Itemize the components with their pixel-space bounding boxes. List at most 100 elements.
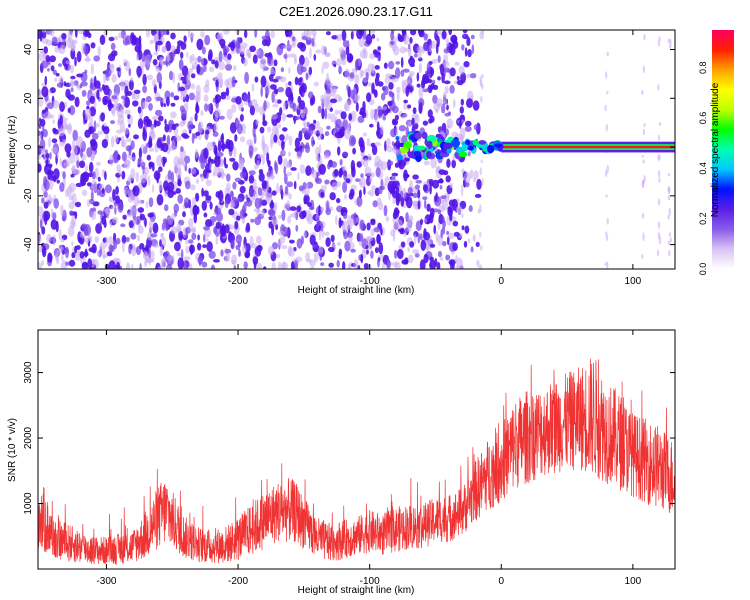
spectrogram-cell [203, 233, 206, 243]
spectrogram-cell [190, 73, 196, 79]
spectrogram-cell [266, 179, 270, 192]
spectrogram-cell [197, 55, 202, 63]
spectrogram-cell [216, 211, 223, 222]
spectrogram-cell [234, 220, 239, 230]
spectrogram-cell [657, 134, 661, 141]
spectrogram-cell [155, 109, 163, 117]
spectrogram-cell [375, 167, 381, 178]
spectrogram-cell [417, 200, 421, 210]
spectrogram-cell [294, 147, 300, 152]
spectrogram-cell [39, 219, 43, 229]
spectrogram-cell [261, 154, 265, 166]
spectrogram-cell [306, 30, 311, 40]
spectrogram-cell [210, 216, 217, 223]
spectrogram-cell [59, 182, 65, 193]
spectrogram-cell [338, 47, 345, 54]
spectrogram-cell [74, 56, 77, 67]
spectrogram-cell [52, 234, 56, 246]
spectrogram-cell [195, 131, 201, 136]
spectrogram-cell [272, 242, 278, 250]
spectrogram-cell [261, 192, 268, 196]
spectrogram-cell [202, 169, 208, 179]
spectrogram-cell [258, 172, 265, 182]
spectrogram-x-axis-label: Height of straight line (km) [298, 285, 415, 296]
spectrogram-cell [176, 44, 181, 55]
spectrogram-cell [65, 261, 70, 266]
spectrogram-cell [232, 161, 239, 171]
spectrogram-cell [480, 79, 483, 88]
spectrogram-cell [366, 235, 374, 242]
spectrogram-cell [358, 137, 364, 148]
snr-y-axis-label: SNR (10 * v/v) [7, 418, 18, 482]
spectrogram-cell [123, 159, 131, 169]
spectrogram-cell [357, 233, 364, 242]
spectrogram-cell [244, 30, 248, 39]
spectrogram-cell [359, 50, 366, 59]
spectrogram-cell [473, 124, 479, 131]
spectrogram-cell [133, 89, 141, 95]
spectrogram-cell [50, 65, 55, 72]
spectrogram-cell [166, 96, 170, 107]
spectrogram-cell [137, 234, 140, 242]
spectrogram-cell [371, 34, 376, 39]
signal-cell [446, 148, 452, 154]
spectrogram-cell [127, 188, 133, 199]
spectrogram-cell [175, 167, 182, 180]
spectrogram-cell [281, 140, 285, 151]
spectrogram-cell [437, 55, 441, 63]
spectrogram-cell [294, 116, 300, 121]
spectrogram-cell [258, 169, 264, 175]
spectrogram-cell [392, 261, 398, 267]
spectrogram-cell [437, 179, 444, 184]
spectrogram-cell [348, 192, 354, 200]
spectrogram-cell [366, 249, 369, 255]
colorbar-tick-label: 0.0 [698, 263, 708, 276]
spectrogram-cell [172, 71, 176, 84]
spectrogram-cell [209, 201, 213, 210]
spectrogram-cell [255, 49, 261, 56]
spectrogram-cell [315, 49, 322, 54]
spectrogram-cell [222, 30, 230, 35]
spectrogram-cell [245, 48, 250, 57]
spectrogram-cell [464, 225, 470, 234]
spectrogram-cell [355, 102, 359, 112]
signal-cell [486, 144, 495, 154]
spectrogram-cell [167, 181, 175, 192]
spectrogram-cell [99, 34, 106, 46]
spectrogram-cell [296, 205, 302, 213]
spectrogram-cell [90, 42, 96, 49]
spectrogram-cell [377, 81, 384, 87]
spectrogram-cell [437, 76, 441, 81]
spectrogram-cell [157, 44, 161, 53]
spectrogram-cell [250, 218, 255, 223]
spectrogram-cell [345, 178, 351, 184]
spectrogram-cell [269, 174, 276, 180]
spectrogram-cell [349, 242, 355, 251]
spectrogram-cell [177, 252, 182, 257]
spectrogram-cell [336, 197, 341, 204]
spectrogram-cell [238, 159, 244, 171]
spectrogram-cell [171, 123, 177, 131]
spectrogram-cell [115, 195, 120, 204]
spectrogram-cell [98, 87, 103, 92]
spectrogram-cell [300, 109, 306, 119]
spectrogram-cell [60, 38, 68, 43]
spectrogram-cell [389, 40, 395, 46]
signal-cell [427, 140, 433, 149]
spectrogram-cell [201, 56, 204, 67]
spectrogram-cell [139, 263, 142, 269]
spectrogram-cell [341, 30, 347, 42]
y-tick-label: 0 [23, 144, 34, 150]
spectrogram-cell [123, 127, 129, 135]
spectrogram-cell [214, 147, 218, 158]
spectrogram-cell [401, 30, 406, 37]
spectrogram-cell [252, 54, 258, 64]
spectrogram-cell [146, 74, 153, 81]
spectrogram-cell [252, 146, 258, 152]
spectrogram-cell [79, 251, 85, 259]
spectrogram-cell [200, 110, 204, 116]
spectrogram-cell [74, 245, 78, 254]
spectrogram-cell [291, 53, 295, 58]
spectrogram-cell [243, 58, 248, 67]
spectrogram-cell [206, 141, 214, 151]
